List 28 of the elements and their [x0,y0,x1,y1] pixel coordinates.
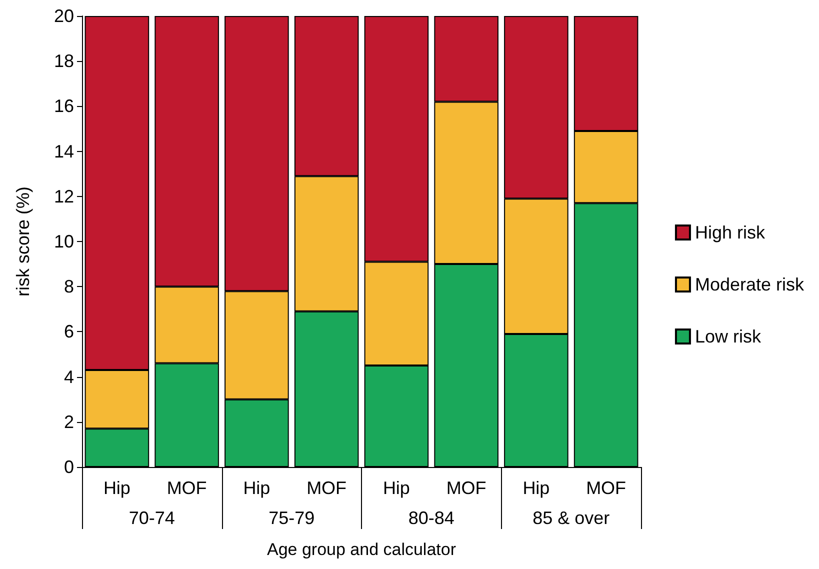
y-axis-title: risk score (%) [13,186,33,297]
y-tick-label: 16 [54,96,74,116]
x-tick-label: Hip [522,478,550,498]
x-tick-label: MOF [166,478,207,498]
x-axis-title: Age group and calculator [266,540,456,559]
legend-label: Moderate risk [694,274,805,294]
y-tick-label: 10 [54,232,74,252]
x-tick-label: MOF [446,478,486,498]
y-tick-label: 14 [54,141,74,162]
text: 75-79 [268,508,315,528]
x-tick-label: MOF [586,478,626,498]
text: 70-74 [128,508,175,528]
x-tick-label: Hip [243,478,270,498]
x-tick-label: MOF [306,478,347,498]
y-tick-label: 4 [64,366,74,387]
y-tick-label: 0 [64,457,74,477]
y-tick-label: 2 [64,412,74,432]
y-tick-label: 18 [54,51,74,72]
text: 85 & over [532,508,610,528]
y-tick-label: 8 [64,276,74,297]
x-tick-label: Hip [382,478,410,498]
y-tick-label: 20 [54,6,74,26]
legend-label: Low risk [694,326,762,346]
y-tick-label: 6 [64,322,74,342]
text: 80-84 [408,508,454,528]
y-tick-label: 12 [54,186,74,206]
x-tick-label: Hip [103,478,130,498]
legend-label: High risk [694,222,766,242]
